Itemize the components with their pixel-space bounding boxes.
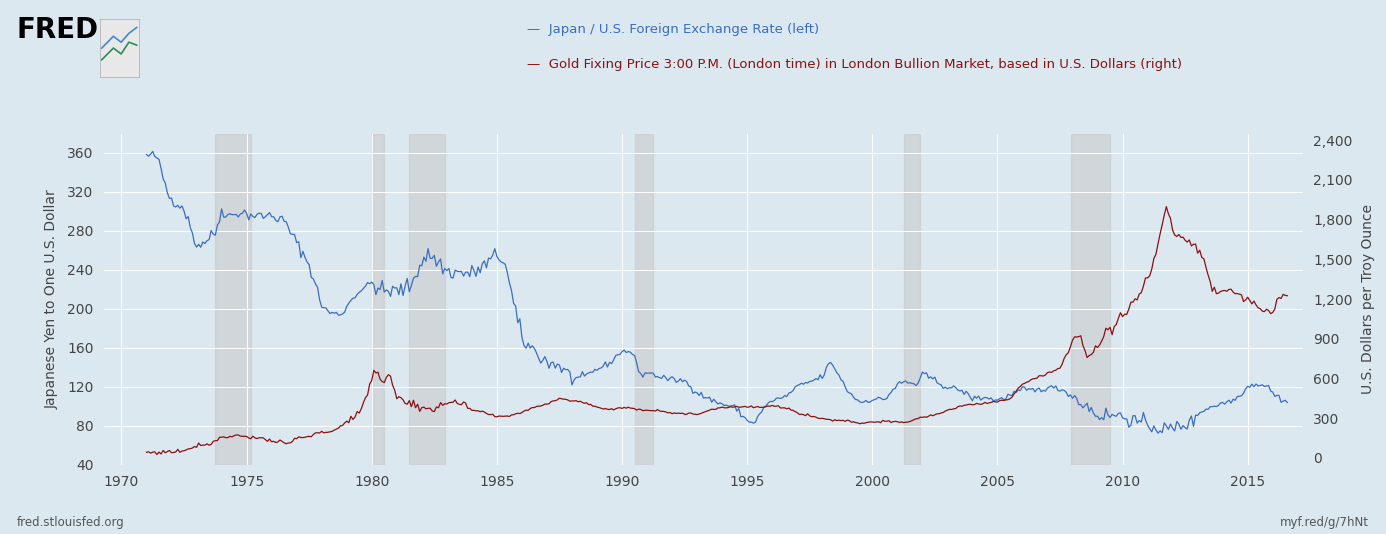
Text: —  Japan / U.S. Foreign Exchange Rate (left): — Japan / U.S. Foreign Exchange Rate (le… [527,23,819,36]
Text: myf.red/g/7hNt: myf.red/g/7hNt [1281,516,1369,529]
Y-axis label: Japanese Yen to One U.S. Dollar: Japanese Yen to One U.S. Dollar [44,189,58,409]
Y-axis label: U.S. Dollars per Troy Ounce: U.S. Dollars per Troy Ounce [1361,204,1375,394]
Bar [635,134,653,465]
Bar [1070,134,1110,465]
Bar [215,134,251,465]
Bar [904,134,920,465]
Bar [409,134,445,465]
Bar [371,134,384,465]
Text: FRED: FRED [17,16,98,44]
Text: —  Gold Fixing Price 3:00 P.M. (London time) in London Bullion Market, based in : — Gold Fixing Price 3:00 P.M. (London ti… [527,58,1182,70]
Text: fred.stlouisfed.org: fred.stlouisfed.org [17,516,125,529]
